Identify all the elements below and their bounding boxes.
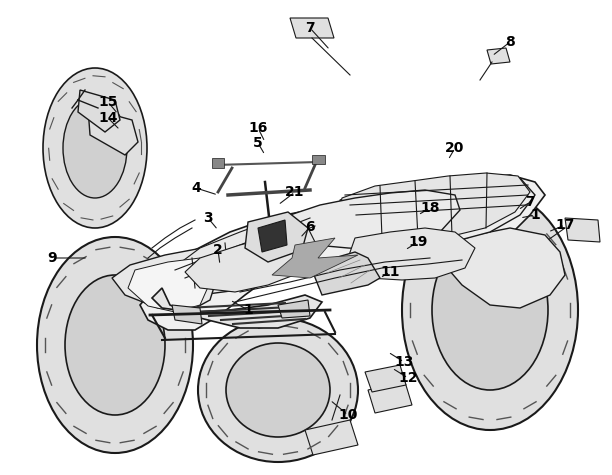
- Polygon shape: [278, 300, 310, 318]
- Text: 11: 11: [380, 265, 400, 279]
- Text: 5: 5: [253, 136, 263, 150]
- Text: 4: 4: [191, 181, 201, 195]
- Polygon shape: [365, 365, 406, 392]
- Polygon shape: [212, 158, 224, 168]
- Polygon shape: [152, 288, 322, 328]
- Polygon shape: [288, 190, 460, 250]
- Text: 8: 8: [505, 35, 515, 49]
- Text: 20: 20: [446, 141, 465, 155]
- Polygon shape: [312, 155, 325, 164]
- Polygon shape: [162, 213, 318, 285]
- Text: 6: 6: [305, 220, 315, 234]
- Text: 1: 1: [530, 208, 540, 222]
- Ellipse shape: [43, 68, 147, 228]
- Polygon shape: [172, 305, 202, 324]
- Polygon shape: [368, 382, 412, 413]
- Text: 3: 3: [203, 211, 213, 225]
- Text: 12: 12: [398, 371, 418, 385]
- Polygon shape: [245, 212, 308, 262]
- Text: 9: 9: [47, 251, 57, 265]
- Text: 18: 18: [420, 201, 440, 215]
- Polygon shape: [258, 220, 287, 252]
- Polygon shape: [310, 252, 380, 295]
- Polygon shape: [338, 173, 530, 238]
- Polygon shape: [155, 215, 320, 295]
- Polygon shape: [565, 218, 600, 242]
- Ellipse shape: [226, 343, 330, 437]
- Ellipse shape: [402, 190, 578, 430]
- Text: 14: 14: [99, 111, 118, 125]
- Text: 7: 7: [305, 21, 315, 35]
- Ellipse shape: [432, 230, 548, 390]
- Text: 10: 10: [338, 408, 357, 422]
- Text: 1: 1: [243, 303, 253, 317]
- Polygon shape: [487, 48, 510, 64]
- Ellipse shape: [37, 237, 193, 453]
- Text: 13: 13: [394, 355, 414, 369]
- Text: 21: 21: [285, 185, 305, 199]
- Text: 19: 19: [408, 235, 428, 249]
- Ellipse shape: [198, 318, 358, 462]
- Text: 2: 2: [213, 243, 223, 257]
- Polygon shape: [348, 228, 475, 280]
- Polygon shape: [128, 258, 212, 312]
- Polygon shape: [340, 175, 535, 242]
- Text: 7: 7: [525, 195, 535, 209]
- Polygon shape: [272, 238, 358, 278]
- Polygon shape: [440, 228, 565, 308]
- Ellipse shape: [65, 275, 165, 415]
- Polygon shape: [78, 90, 120, 132]
- Ellipse shape: [63, 98, 127, 198]
- Polygon shape: [88, 108, 138, 155]
- Text: 15: 15: [99, 95, 118, 109]
- Text: 16: 16: [248, 121, 267, 135]
- Polygon shape: [305, 420, 358, 455]
- Text: 17: 17: [555, 218, 575, 232]
- Polygon shape: [112, 248, 220, 312]
- Polygon shape: [290, 18, 334, 38]
- Polygon shape: [185, 228, 318, 292]
- Polygon shape: [140, 175, 545, 330]
